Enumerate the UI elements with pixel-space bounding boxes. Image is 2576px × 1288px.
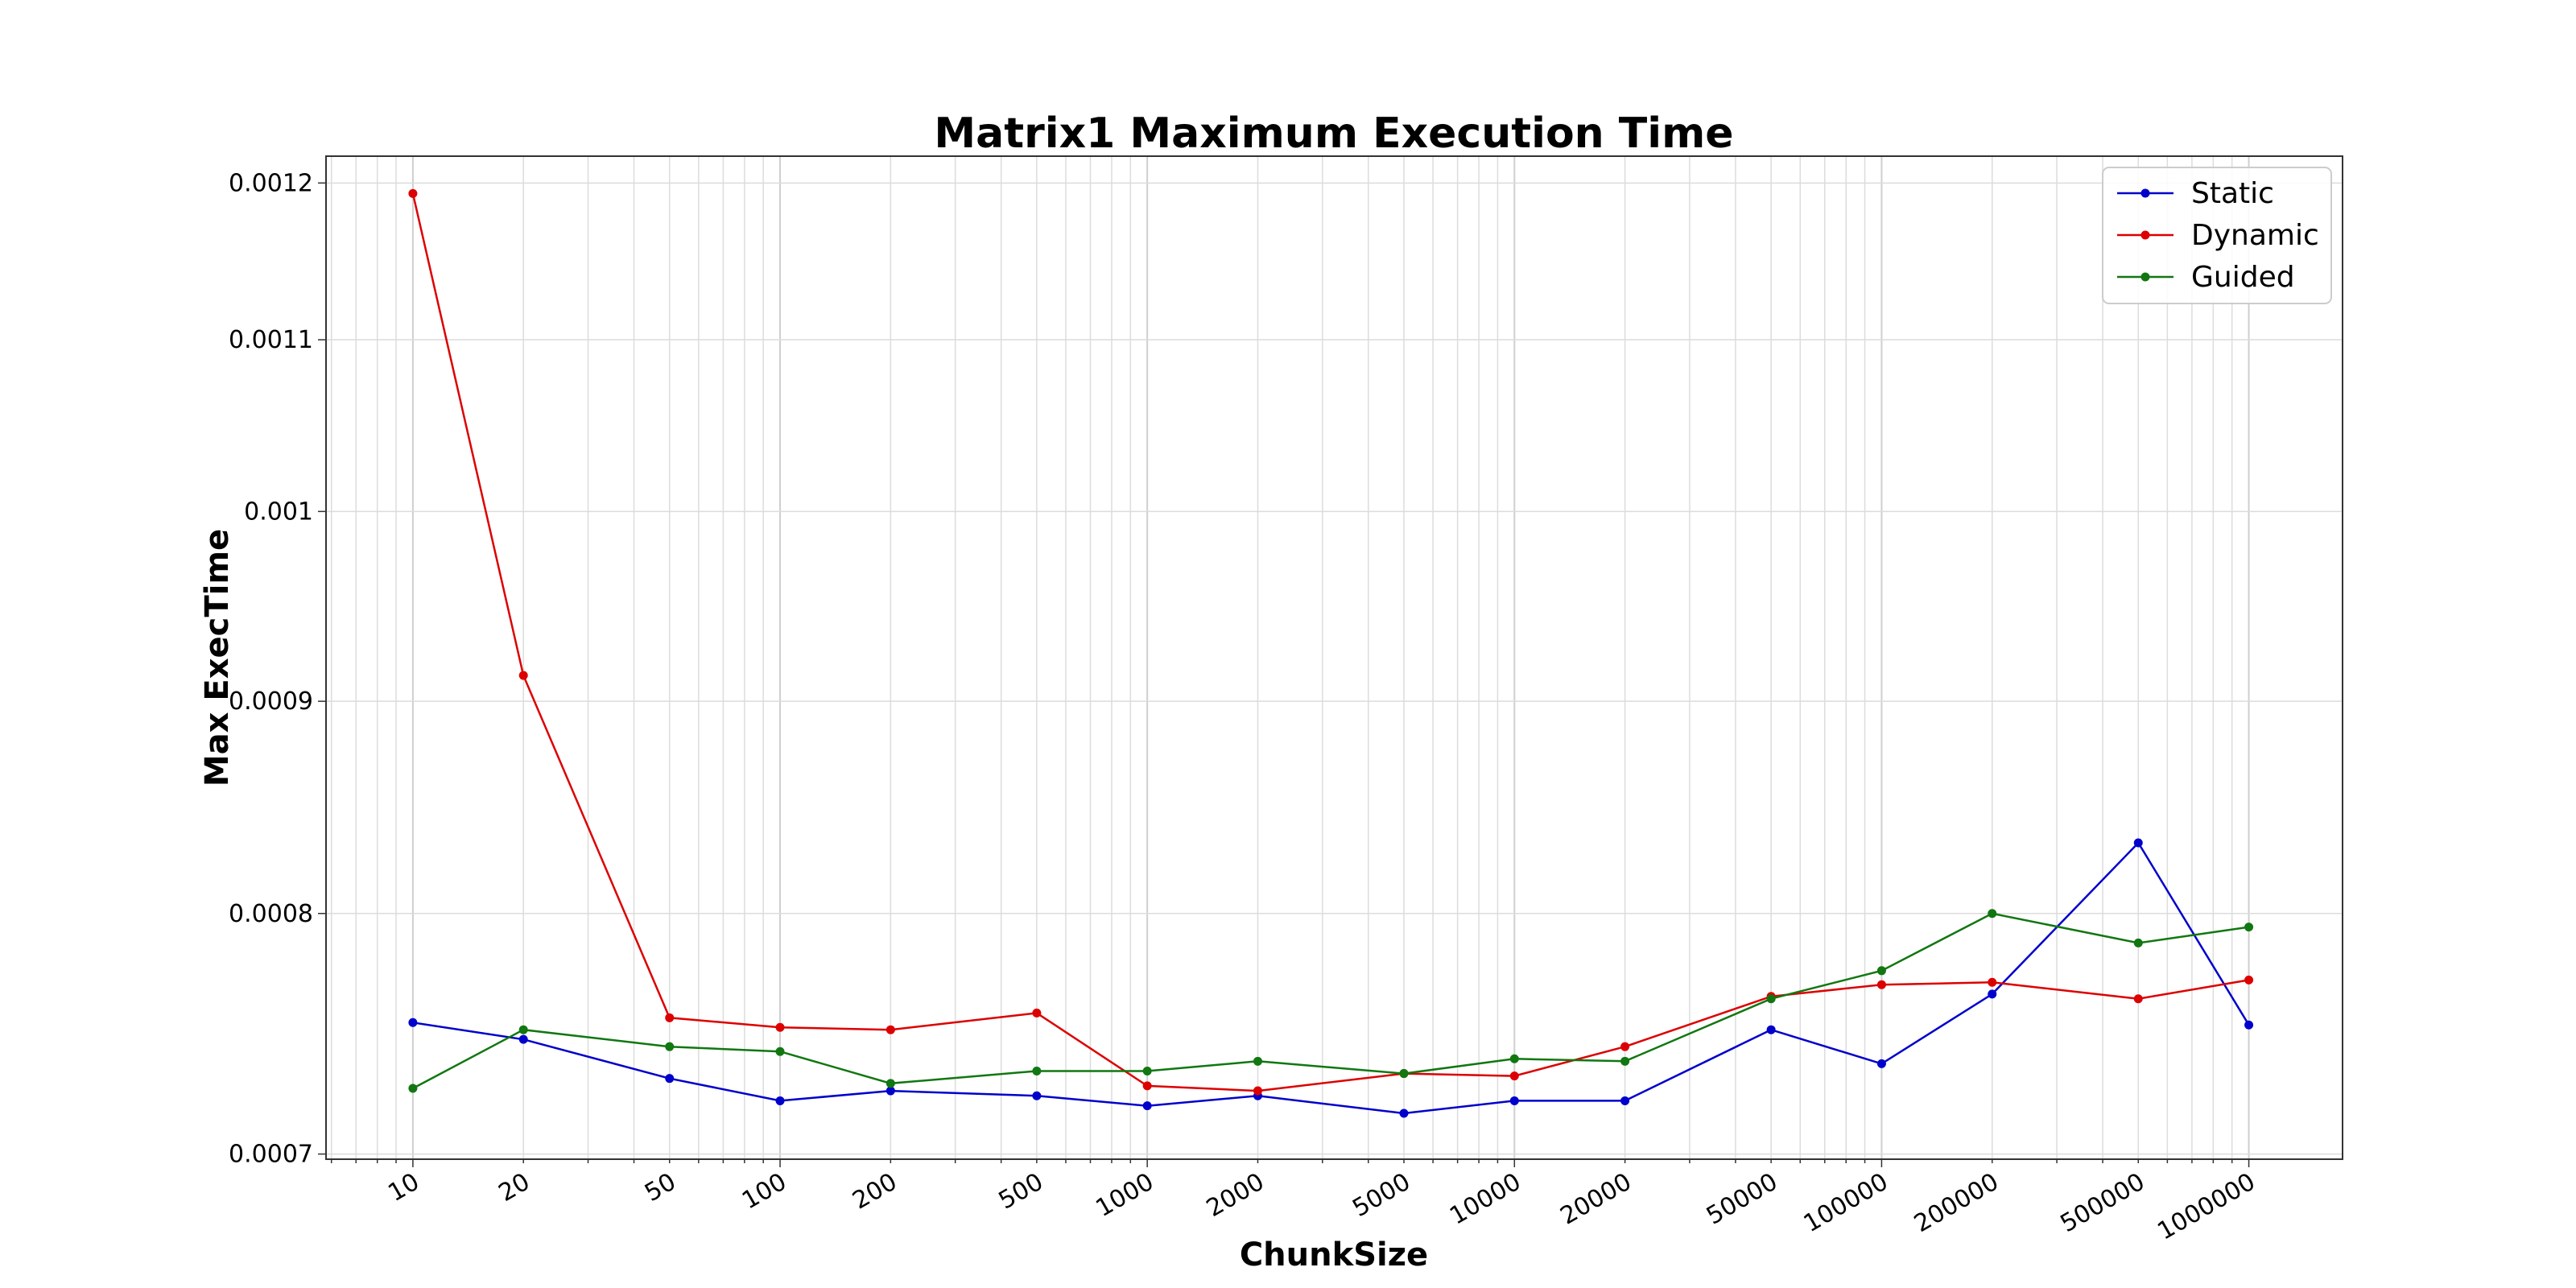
legend-marker <box>2140 188 2150 198</box>
data-point <box>1620 1042 1630 1051</box>
data-point <box>1399 1069 1409 1079</box>
legend-marker <box>2140 272 2150 282</box>
x-tick-label: 200 <box>848 1168 902 1216</box>
data-point <box>1766 1025 1776 1034</box>
data-point <box>1988 977 1997 987</box>
series-static <box>408 838 2254 1118</box>
y-tick-label: 0.0009 <box>229 687 313 716</box>
data-point <box>1142 1081 1152 1091</box>
ticks: 0.0007 0.0008 0.0009 0.001 0.0011 0.0012 10 20 5… <box>229 169 2260 1245</box>
y-tick-label: 0.0012 <box>229 169 313 197</box>
x-tick-label: 100000 <box>1799 1168 1893 1239</box>
data-point <box>2244 923 2254 932</box>
grid <box>326 156 2343 1159</box>
x-tick-label: 5000 <box>1348 1168 1415 1223</box>
legend-marker <box>2140 230 2150 240</box>
data-point <box>1766 994 1776 1004</box>
x-tick-label: 1000000 <box>2153 1168 2260 1246</box>
x-tick-label: 200000 <box>1909 1168 2004 1239</box>
x-tick-label: 50000 <box>1702 1168 1782 1231</box>
data-point <box>665 1013 675 1022</box>
data-point <box>886 1025 895 1034</box>
data-point <box>2133 938 2143 947</box>
y-tick-label: 0.0011 <box>229 326 313 354</box>
plot-frame <box>325 155 2343 1160</box>
data-point <box>665 1074 675 1084</box>
x-tick-label: 100 <box>737 1168 791 1216</box>
data-point <box>518 1034 528 1044</box>
legend-item-dynamic: Dynamic <box>2117 219 2319 252</box>
data-point <box>518 1025 528 1034</box>
data-point <box>1399 1108 1409 1118</box>
series-dynamic <box>408 188 2254 1096</box>
data-point <box>408 1018 418 1027</box>
x-tick-label: 500 <box>994 1168 1048 1216</box>
x-tick-label: 500000 <box>2056 1168 2150 1239</box>
data-point <box>1509 1096 1519 1105</box>
data-point <box>2244 1020 2254 1030</box>
legend-item-guided: Guided <box>2117 261 2295 294</box>
data-point <box>1620 1056 1630 1066</box>
data-point <box>886 1079 895 1088</box>
data-point <box>775 1096 785 1105</box>
data-point <box>1876 966 1886 976</box>
x-tick-label: 10 <box>383 1168 424 1208</box>
x-tick-label: 1000 <box>1092 1168 1159 1223</box>
series-line-guided <box>412 912 2249 1090</box>
data-point <box>775 1022 785 1032</box>
x-tick-label: 20 <box>494 1168 535 1208</box>
data-point <box>2133 838 2143 848</box>
data-point <box>1253 1056 1262 1066</box>
data-point <box>2133 994 2143 1004</box>
y-tick-label: 0.001 <box>244 497 313 526</box>
legend-label: Static <box>2191 177 2274 210</box>
data-point <box>1032 1091 1042 1100</box>
data-point <box>1142 1101 1152 1111</box>
data-point <box>408 1084 418 1093</box>
data-point <box>1032 1008 1042 1018</box>
y-tick-label: 0.0008 <box>229 900 313 928</box>
legend-box <box>2102 167 2332 304</box>
series-layer <box>408 188 2254 1118</box>
data-point <box>1876 1059 1886 1068</box>
y-tick-label: 0.0007 <box>229 1141 313 1169</box>
data-point <box>1620 1096 1630 1105</box>
legend-label: Guided <box>2191 261 2295 294</box>
x-tick-label: 10000 <box>1445 1168 1525 1231</box>
data-point <box>518 671 528 680</box>
data-point <box>1032 1067 1042 1076</box>
x-tick-label: 50 <box>640 1168 681 1208</box>
chart-title: Matrix1 Maximum Execution Time <box>934 109 1733 158</box>
data-point <box>1988 909 1997 919</box>
data-point <box>665 1042 675 1051</box>
data-point <box>2244 975 2254 985</box>
data-point <box>1253 1086 1262 1096</box>
data-point <box>886 1086 895 1096</box>
series-line-static <box>412 840 2250 1115</box>
data-point <box>1142 1067 1152 1076</box>
y-axis-label: Max ExecTime <box>199 529 236 786</box>
data-point <box>1988 989 1997 999</box>
data-point <box>1509 1071 1519 1081</box>
data-point <box>775 1046 785 1056</box>
x-tick-label: 2000 <box>1202 1168 1269 1223</box>
legend: Static Dynamic Guided <box>2102 167 2332 304</box>
x-axis-label: ChunkSize <box>1240 1236 1428 1274</box>
series-line-dynamic <box>411 193 2249 1092</box>
data-point <box>408 188 418 198</box>
data-point <box>1509 1054 1519 1063</box>
x-tick-label: 20000 <box>1555 1168 1636 1231</box>
data-point <box>1876 980 1886 989</box>
series-guided <box>408 909 2254 1093</box>
legend-label: Dynamic <box>2191 219 2319 252</box>
legend-item-static: Static <box>2117 177 2274 210</box>
